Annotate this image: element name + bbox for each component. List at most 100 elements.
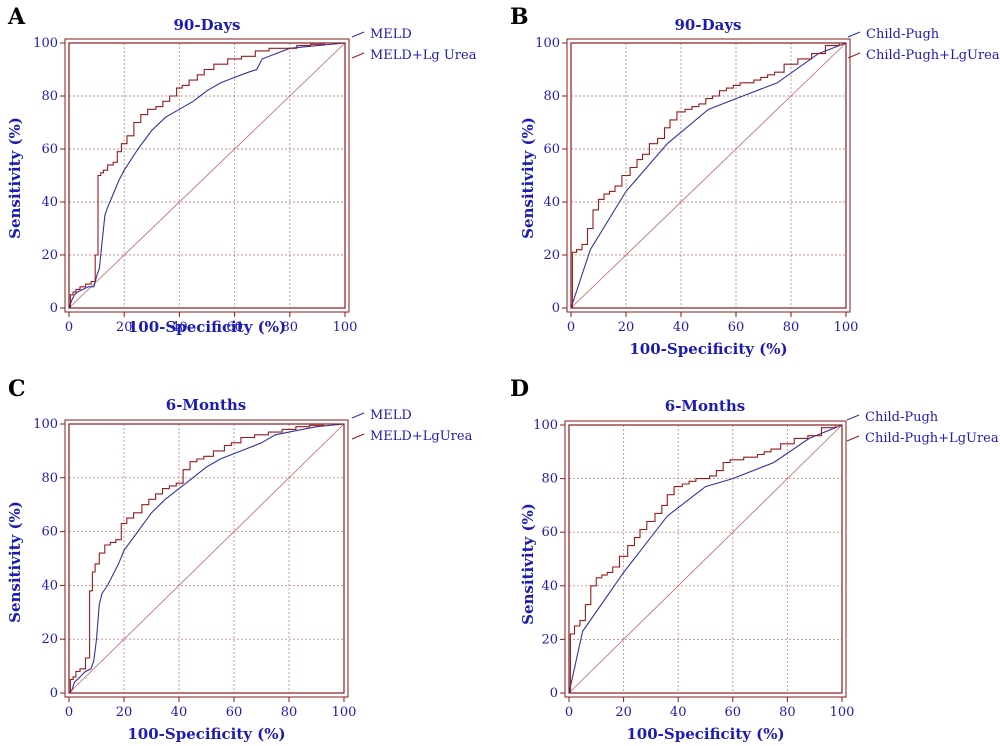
panel-b-xtick-label-100: 100 — [834, 320, 859, 335]
panel-b-series-0-line — [570, 42, 847, 309]
panel-c-xtick-label-60: 60 — [226, 705, 243, 720]
panel-b-ytick-label-60: 60 — [543, 142, 560, 157]
panel-a-legend-1-label: MELD+Lg Urea — [370, 48, 477, 63]
panel-b-xtick-label-0: 0 — [567, 320, 575, 335]
panel-d-xtick-label-0: 0 — [565, 705, 573, 720]
panel-d-ytick-label-0: 0 — [550, 686, 558, 701]
panel-a-xtick-label-40: 40 — [171, 320, 188, 335]
panel-a-series-0-line — [68, 42, 346, 309]
panel-a-ytick-label-40: 40 — [41, 195, 58, 210]
panel-b-title: 90-Days — [675, 16, 742, 34]
panel-b-ytick-label-80: 80 — [543, 89, 560, 104]
panel-d-xtick-label-40: 40 — [670, 705, 687, 720]
panel-d-plot-frame — [568, 424, 843, 694]
panel-c-series-0-line — [68, 423, 345, 694]
panel-c-ytick-label-20: 20 — [41, 632, 58, 647]
panel-a-y-axis-label: Sensitivity (%) — [6, 117, 24, 239]
panel-c-x-axis-label: 100-Specificity (%) — [127, 725, 285, 743]
panel-d-legend-1-label: Child-Pugh+LgUrea — [865, 431, 999, 446]
panel-d-xtick-label-80: 80 — [779, 705, 796, 720]
panel-b-legend-0-label: Child-Pugh — [866, 27, 940, 42]
panel-c-ytick-label-0: 0 — [50, 686, 58, 701]
panel-d-xtick-label-20: 20 — [615, 705, 632, 720]
panel-a-xtick-label-20: 20 — [116, 320, 133, 335]
panel-b-outer-frame — [566, 38, 851, 313]
panel-b-legend-1-swatch — [847, 52, 861, 59]
panel-c-legend-0-swatch — [351, 412, 365, 419]
panel-a-xtick-label-80: 80 — [282, 320, 299, 335]
panel-d-x-axis-label: 100-Specificity (%) — [626, 725, 784, 743]
panel-c: C 0 20 40 60 80 100 0 20 40 60 80 100 6-Months 100-Spe… — [6, 376, 473, 743]
panel-c-legend-1-label: MELD+LgUrea — [370, 429, 473, 444]
panel-c-ytick-label-80: 80 — [41, 471, 58, 486]
panel-c-plot-frame — [68, 423, 345, 694]
panel-d-legend-0-label: Child-Pugh — [865, 410, 939, 425]
panel-b-reference-diagonal — [570, 42, 847, 309]
panel-a: A 0 20 40 60 80 100 0 20 40 60 80 100 90-Days 100-Spec… — [6, 4, 477, 336]
panel-d-xtick-label-60: 60 — [725, 705, 742, 720]
panel-b-legend-1-label: Child-Pugh+LgUrea — [866, 48, 1000, 63]
panel-c-xtick-label-100: 100 — [332, 705, 357, 720]
panel-a-xtick-label-60: 60 — [226, 320, 243, 335]
panel-c-letter: C — [8, 376, 26, 402]
panel-a-title: 90-Days — [174, 16, 241, 34]
panel-c-series-1-line — [69, 423, 344, 694]
panel-b-y-axis-label: Sensitivity (%) — [519, 117, 537, 239]
panel-a-xtick-label-100: 100 — [333, 320, 358, 335]
panel-a-x-axis-label: 100-Specificity (%) — [128, 318, 286, 336]
panel-b-xtick-label-80: 80 — [783, 320, 800, 335]
panel-b: B 0 20 40 60 80 100 0 20 40 60 80 100 90-Days 100-Spec… — [510, 4, 1000, 358]
panel-d: D 0 20 40 60 80 100 0 20 40 60 80 100 6-Months 100-Spe… — [510, 376, 999, 743]
panel-a-legend-1-swatch — [351, 52, 365, 59]
panel-d-letter: D — [510, 376, 529, 402]
panel-c-reference-diagonal — [68, 423, 345, 694]
panel-b-xtick-label-60: 60 — [728, 320, 745, 335]
panel-b-legend-0-swatch — [847, 31, 861, 38]
panel-c-xtick-label-40: 40 — [171, 705, 188, 720]
panel-d-series-0-line — [568, 424, 843, 694]
panel-b-ytick-label-40: 40 — [543, 195, 560, 210]
panel-a-ytick-label-100: 100 — [33, 36, 58, 51]
panel-d-legend-1-swatch — [846, 435, 860, 442]
panel-d-xtick-label-100: 100 — [830, 705, 855, 720]
panel-a-ytick-label-0: 0 — [50, 301, 58, 316]
panel-b-series-1-line — [571, 42, 846, 309]
panel-c-xtick-label-20: 20 — [116, 705, 133, 720]
panel-a-legend-0-label: MELD — [370, 27, 412, 42]
panel-c-y-axis-label: Sensitivity (%) — [6, 501, 24, 623]
panel-c-ytick-label-60: 60 — [41, 525, 58, 540]
panel-b-letter: B — [510, 4, 529, 30]
panel-d-title: 6-Months — [665, 397, 745, 415]
panel-d-ytick-label-80: 80 — [541, 472, 558, 487]
panel-d-ytick-label-20: 20 — [541, 632, 558, 647]
panel-b-plot-frame — [570, 42, 847, 309]
panel-d-ytick-label-40: 40 — [541, 579, 558, 594]
panel-a-ytick-label-20: 20 — [41, 248, 58, 263]
panel-a-ytick-label-60: 60 — [41, 142, 58, 157]
panel-c-xtick-label-80: 80 — [281, 705, 298, 720]
panel-c-legend-0-label: MELD — [370, 408, 412, 423]
panel-a-xtick-label-0: 0 — [65, 320, 73, 335]
panel-d-outer-frame — [564, 420, 847, 698]
panel-a-reference-diagonal — [68, 42, 346, 309]
panel-b-x-axis-label: 100-Specificity (%) — [629, 340, 787, 358]
panel-a-plot-frame — [68, 42, 346, 309]
panel-d-ytick-label-100: 100 — [533, 418, 558, 433]
panel-b-ytick-label-100: 100 — [535, 36, 560, 51]
panel-d-ytick-label-60: 60 — [541, 525, 558, 540]
panel-d-reference-diagonal — [568, 424, 843, 694]
panel-b-ytick-label-0: 0 — [552, 301, 560, 316]
panel-c-legend-1-swatch — [351, 433, 365, 440]
panel-d-series-1-line — [569, 424, 842, 694]
panel-a-letter: A — [7, 4, 26, 30]
panel-b-xtick-label-20: 20 — [618, 320, 635, 335]
panel-a-legend-0-swatch — [351, 31, 365, 38]
panel-c-xtick-label-0: 0 — [65, 705, 73, 720]
panel-c-title: 6-Months — [166, 396, 246, 414]
panel-a-ytick-label-80: 80 — [41, 89, 58, 104]
panel-d-legend-0-swatch — [846, 414, 860, 421]
panel-a-series-1-line — [69, 42, 345, 309]
panel-b-ytick-label-20: 20 — [543, 248, 560, 263]
panel-a-outer-frame — [64, 38, 350, 313]
